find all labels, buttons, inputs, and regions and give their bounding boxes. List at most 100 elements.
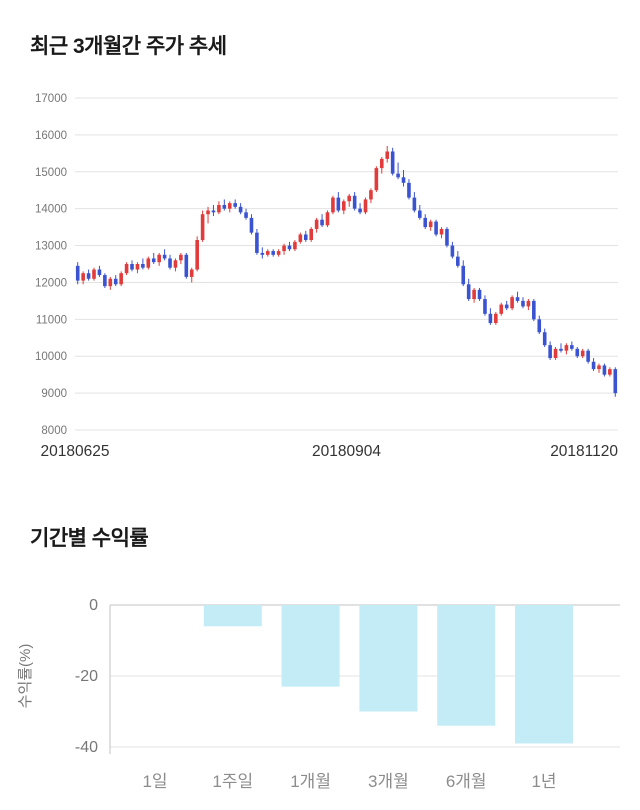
candle-body: [320, 219, 324, 226]
candle-body: [477, 289, 482, 300]
candle-body: [483, 299, 487, 314]
candle-body: [249, 217, 254, 233]
candle-body: [244, 212, 248, 218]
y-tick-label: -20: [75, 668, 98, 685]
return-bar: [515, 605, 573, 744]
category-label: 1개월: [290, 772, 331, 791]
candle-body: [189, 269, 194, 277]
candle-body: [597, 365, 601, 370]
candle-body: [418, 210, 422, 218]
y-tick-label: 14000: [35, 204, 67, 216]
candle-body: [325, 212, 330, 226]
category-label: 1주일: [212, 772, 253, 791]
return-bar: [281, 605, 340, 687]
y-tick-label: 8000: [41, 425, 67, 437]
candle-body: [390, 151, 395, 174]
candle-body: [412, 197, 417, 211]
return-bar: [203, 605, 262, 627]
candle-body: [130, 264, 134, 270]
candle-body: [336, 197, 341, 211]
candle-body: [434, 221, 438, 235]
candle-body: [466, 284, 471, 300]
candle-body: [113, 278, 118, 285]
candle-body: [298, 234, 303, 242]
candle-body: [526, 300, 531, 307]
candle-body: [108, 278, 113, 287]
candle-body: [309, 228, 314, 241]
candle-body: [613, 369, 618, 394]
candle-body: [200, 214, 205, 241]
candle-body: [75, 265, 80, 281]
candle-body: [358, 208, 362, 213]
candle-body: [162, 254, 167, 259]
y-tick-label: 9000: [41, 388, 67, 400]
y-tick-label: 13000: [35, 241, 67, 253]
candle-body: [265, 251, 270, 255]
candle-body: [553, 348, 558, 359]
candle-body: [341, 201, 346, 211]
candle-body: [385, 151, 390, 159]
candle-body: [157, 254, 161, 263]
price-trend-title: 최근 3개월간 주가 추세: [30, 35, 227, 58]
y-tick-label: 0: [89, 597, 98, 614]
y-tick-label: 17000: [35, 93, 67, 105]
candle-body: [374, 168, 379, 191]
candle-body: [92, 269, 96, 279]
candle-body: [151, 258, 156, 263]
candlestick-chart: 8000 9000 10000 11000 12000 13000 14000 15000 16…: [35, 93, 618, 460]
candle-body: [238, 206, 243, 213]
candle-body: [227, 203, 232, 209]
candle-body: [461, 265, 466, 285]
candle-body: [407, 182, 411, 198]
category-label: 3개월: [368, 772, 409, 791]
candle-body: [173, 260, 178, 268]
candle-body: [591, 361, 596, 370]
candle-body: [423, 217, 428, 228]
candle-body: [559, 348, 563, 351]
candle-body: [548, 345, 552, 359]
candle-body: [532, 300, 536, 320]
candle-body: [314, 219, 319, 229]
x-tick-label: 20180625: [41, 443, 110, 460]
y-axis-title: 수익률(%): [17, 644, 34, 709]
x-tick-label: 20180904: [312, 443, 381, 460]
candle-body: [97, 269, 102, 276]
candle-body: [287, 245, 292, 250]
candle-body: [570, 345, 574, 349]
returns-bar-chart: 0 -20 -40 수익률(%) 1일 1주일 1개월 3개월 6개월 1년: [17, 597, 620, 791]
candle-body: [575, 348, 580, 357]
candle-body: [211, 210, 216, 213]
candle-body: [233, 203, 237, 207]
candle-body: [472, 289, 476, 300]
candle-body: [586, 350, 590, 362]
candle-body: [168, 258, 172, 268]
candle-body: [521, 300, 525, 307]
candle-body: [195, 240, 199, 270]
y-tick-label: 10000: [35, 351, 67, 363]
category-label: 6개월: [446, 772, 487, 791]
candle-body: [135, 264, 140, 270]
candle-body: [352, 195, 357, 209]
candle-body: [184, 254, 189, 277]
candle-body: [276, 251, 281, 255]
candle-body: [146, 258, 151, 268]
candle-body: [515, 297, 520, 301]
candle-body: [401, 177, 406, 183]
candle-body: [445, 228, 449, 246]
candle-body: [179, 254, 183, 261]
category-label: 1년: [531, 772, 556, 791]
y-tick-label: 12000: [35, 277, 67, 289]
candle-body: [124, 264, 129, 274]
candle-body: [369, 190, 373, 200]
candle-body: [542, 332, 547, 346]
candle-body: [450, 245, 455, 257]
candle-body: [119, 273, 123, 285]
candle-body: [86, 273, 91, 279]
candle-body: [379, 158, 384, 169]
returns-title: 기간별 수익률: [30, 527, 149, 550]
y-tick-label: -40: [75, 739, 98, 756]
candle-body: [488, 313, 493, 324]
candle-body: [81, 273, 85, 281]
candle-body: [303, 234, 308, 241]
x-tick-label: 20181120: [550, 443, 618, 460]
